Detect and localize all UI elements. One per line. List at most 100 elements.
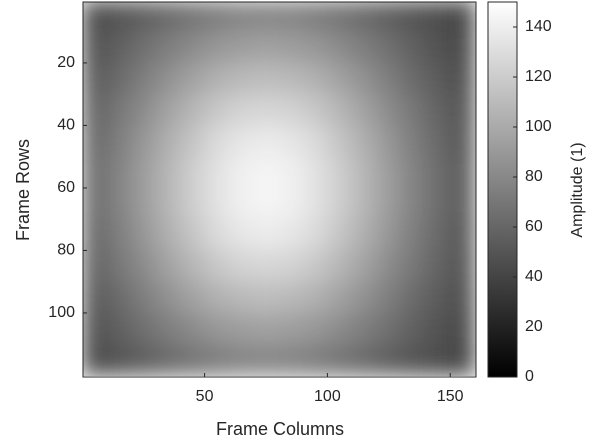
heatmap bbox=[82, 0, 476, 376]
heat-cell bbox=[450, 63, 475, 95]
heat-cell bbox=[303, 313, 328, 345]
heat-cell bbox=[254, 125, 279, 157]
heat-cell bbox=[377, 63, 402, 95]
heat-cell bbox=[106, 344, 131, 376]
y-tick-label: 40 bbox=[57, 117, 75, 134]
heat-cell bbox=[131, 313, 156, 345]
heat-cell bbox=[254, 313, 279, 345]
colorbar bbox=[488, 2, 517, 377]
heat-cell bbox=[426, 313, 451, 345]
heat-cell bbox=[352, 344, 377, 376]
heat-cell bbox=[377, 94, 402, 126]
heat-cell bbox=[426, 94, 451, 126]
heat-cell bbox=[327, 63, 352, 95]
heat-cell bbox=[327, 282, 352, 314]
heat-cell bbox=[131, 219, 156, 251]
heat-cell bbox=[205, 344, 230, 376]
heat-cell bbox=[82, 0, 107, 32]
heat-cell bbox=[180, 188, 205, 220]
heat-cell bbox=[377, 219, 402, 251]
heat-cell bbox=[205, 0, 230, 32]
heat-cell bbox=[352, 282, 377, 314]
heat-cell bbox=[401, 0, 426, 32]
heat-cell bbox=[352, 94, 377, 126]
heat-cell bbox=[82, 188, 107, 220]
heat-cell bbox=[131, 188, 156, 220]
heat-cell bbox=[278, 125, 303, 157]
heat-cell bbox=[327, 0, 352, 32]
heat-cell bbox=[352, 157, 377, 189]
heat-cell bbox=[180, 0, 205, 32]
heat-cell bbox=[131, 250, 156, 282]
heat-cell bbox=[450, 94, 475, 126]
heat-cell bbox=[401, 63, 426, 95]
heat-cell bbox=[131, 282, 156, 314]
heat-cell bbox=[254, 63, 279, 95]
heat-cell bbox=[401, 188, 426, 220]
heat-cell bbox=[155, 250, 180, 282]
heat-cell bbox=[229, 250, 254, 282]
heat-cell bbox=[229, 313, 254, 345]
heat-cell bbox=[155, 63, 180, 95]
heat-cell bbox=[450, 250, 475, 282]
heat-cell bbox=[450, 344, 475, 376]
heat-cell bbox=[205, 219, 230, 251]
heat-cell bbox=[278, 63, 303, 95]
heat-cell bbox=[254, 0, 279, 32]
heat-cell bbox=[426, 282, 451, 314]
heat-cell bbox=[205, 250, 230, 282]
heat-cell bbox=[131, 94, 156, 126]
heat-cell bbox=[254, 157, 279, 189]
heat-cell bbox=[303, 219, 328, 251]
heat-cell bbox=[106, 94, 131, 126]
heat-cell bbox=[180, 94, 205, 126]
heat-cell bbox=[205, 282, 230, 314]
heat-cell bbox=[205, 188, 230, 220]
heat-cell bbox=[450, 32, 475, 64]
heat-cell bbox=[106, 313, 131, 345]
heat-cell bbox=[229, 32, 254, 64]
heat-cell bbox=[106, 282, 131, 314]
heat-cell bbox=[327, 157, 352, 189]
heat-cell bbox=[180, 219, 205, 251]
heat-cell bbox=[303, 94, 328, 126]
heat-cell bbox=[155, 313, 180, 345]
heat-cell bbox=[82, 157, 107, 189]
heat-cell bbox=[401, 157, 426, 189]
heat-cell bbox=[229, 157, 254, 189]
heat-cell bbox=[377, 125, 402, 157]
heat-cell bbox=[426, 344, 451, 376]
colorbar-tick-label: 0 bbox=[525, 368, 534, 385]
heat-cell bbox=[82, 32, 107, 64]
heat-cell bbox=[254, 219, 279, 251]
heat-cell bbox=[303, 344, 328, 376]
heat-cell bbox=[278, 157, 303, 189]
heat-cell bbox=[450, 313, 475, 345]
heat-cell bbox=[229, 94, 254, 126]
heat-cell bbox=[377, 250, 402, 282]
heat-cell bbox=[155, 0, 180, 32]
heat-cell bbox=[278, 32, 303, 64]
heat-cell bbox=[303, 188, 328, 220]
heat-cell bbox=[131, 344, 156, 376]
x-axis-label: Frame Columns bbox=[216, 419, 344, 439]
y-tick-label: 80 bbox=[57, 242, 75, 259]
heat-cell bbox=[303, 125, 328, 157]
heat-cell bbox=[229, 188, 254, 220]
heat-cell bbox=[278, 219, 303, 251]
heat-cell bbox=[155, 32, 180, 64]
heat-cell bbox=[327, 219, 352, 251]
heat-cell bbox=[303, 0, 328, 32]
colorbar-label: Amplitude (1) bbox=[569, 142, 586, 237]
heat-cell bbox=[155, 282, 180, 314]
heat-cell bbox=[254, 188, 279, 220]
heat-cell bbox=[401, 94, 426, 126]
heat-cell bbox=[327, 94, 352, 126]
heat-cell bbox=[327, 32, 352, 64]
heat-cell bbox=[426, 219, 451, 251]
heat-cell bbox=[229, 125, 254, 157]
heat-cell bbox=[401, 250, 426, 282]
heat-cell bbox=[401, 313, 426, 345]
heat-cell bbox=[82, 219, 107, 251]
heat-cell bbox=[278, 94, 303, 126]
